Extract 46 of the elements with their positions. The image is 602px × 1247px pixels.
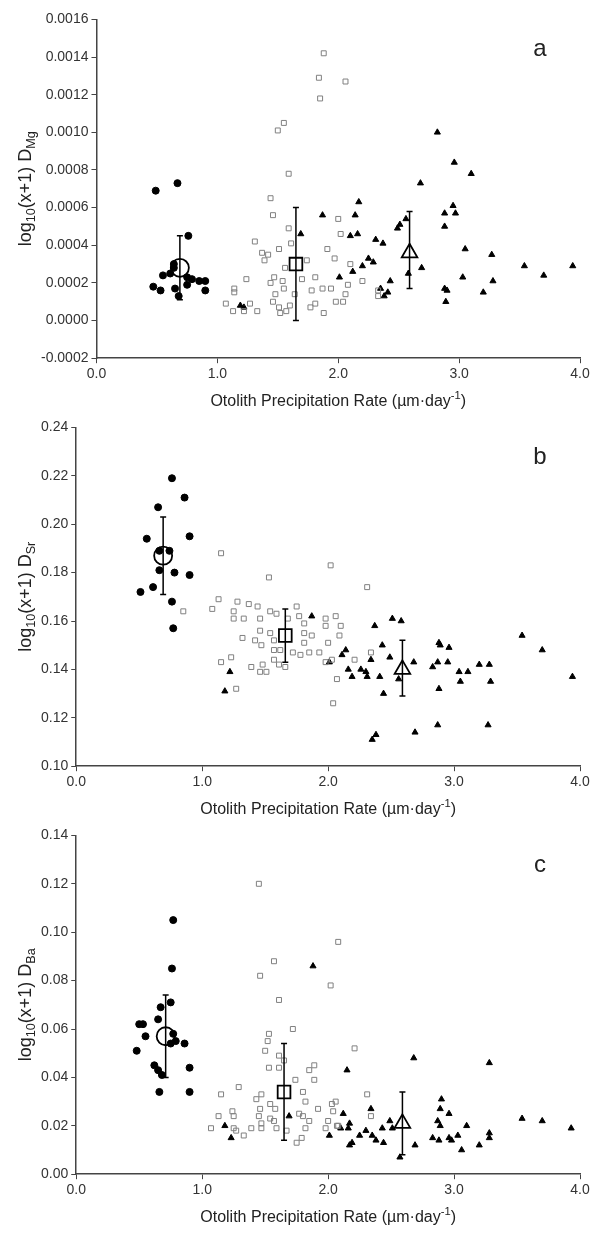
x-tick-label: 0.0 [86, 365, 107, 382]
y-tick-label: 0.0010 [45, 123, 89, 140]
x-tick-label: 0.0 [66, 773, 87, 790]
y-tick-label: 0.06 [41, 1019, 69, 1036]
y-tick-label: -0.0002 [41, 349, 89, 366]
y-axis-title: log10(x+1) DSr [14, 541, 38, 652]
y-tick-label: 0.14 [41, 826, 69, 843]
y-tick-label: 0.00 [41, 1165, 69, 1182]
y-tick-label: 0.18 [41, 563, 69, 580]
y-tick-label: 0.12 [41, 708, 69, 725]
x-tick-label: 3.0 [449, 365, 470, 382]
y-tick-label: 0.0000 [45, 311, 89, 328]
annotation: b [533, 442, 547, 470]
y-tick-label: 0.20 [41, 515, 69, 532]
y-tick-label: 0.16 [41, 611, 69, 628]
y-tick-label: 0.24 [41, 418, 69, 435]
y-tick-label: 0.22 [41, 466, 69, 483]
annotation: c [534, 850, 546, 878]
x-tick-label: 0.0 [66, 1181, 87, 1198]
y-tick-label: 0.0006 [45, 198, 89, 215]
x-tick-label: 3.0 [444, 773, 464, 790]
y-tick-label: 0.0012 [45, 85, 89, 102]
x-tick-label: 4.0 [570, 365, 590, 382]
y-tick-label: 0.08 [41, 971, 69, 988]
x-tick-label: 2.0 [328, 365, 349, 382]
y-tick-label: 0.14 [41, 660, 69, 677]
y-tick-label: 0.02 [41, 1116, 69, 1133]
x-tick-label: 1.0 [192, 1181, 213, 1198]
y-tick-label: 0.0008 [45, 160, 89, 177]
y-tick-label: 0.0014 [45, 47, 89, 64]
y-tick-label: 0.0002 [45, 273, 89, 290]
y-tick-label: 0.0004 [45, 236, 89, 253]
x-tick-label: 3.0 [444, 1181, 464, 1198]
x-tick-label: 2.0 [318, 773, 339, 790]
y-tick-label: 0.12 [41, 874, 69, 891]
y-axis-title: log10(x+1) DBa [14, 948, 38, 1062]
x-tick-label: 1.0 [192, 773, 213, 790]
x-tick-label: 4.0 [570, 1181, 590, 1198]
x-tick-label: 1.0 [207, 365, 228, 382]
y-tick-label: 0.0016 [45, 10, 89, 27]
annotation: a [533, 34, 548, 62]
y-tick-label: 0.10 [41, 757, 69, 774]
y-tick-label: 0.10 [41, 923, 69, 940]
x-tick-label: 2.0 [318, 1181, 339, 1198]
y-tick-label: 0.04 [41, 1068, 69, 1085]
x-tick-label: 4.0 [570, 773, 590, 790]
